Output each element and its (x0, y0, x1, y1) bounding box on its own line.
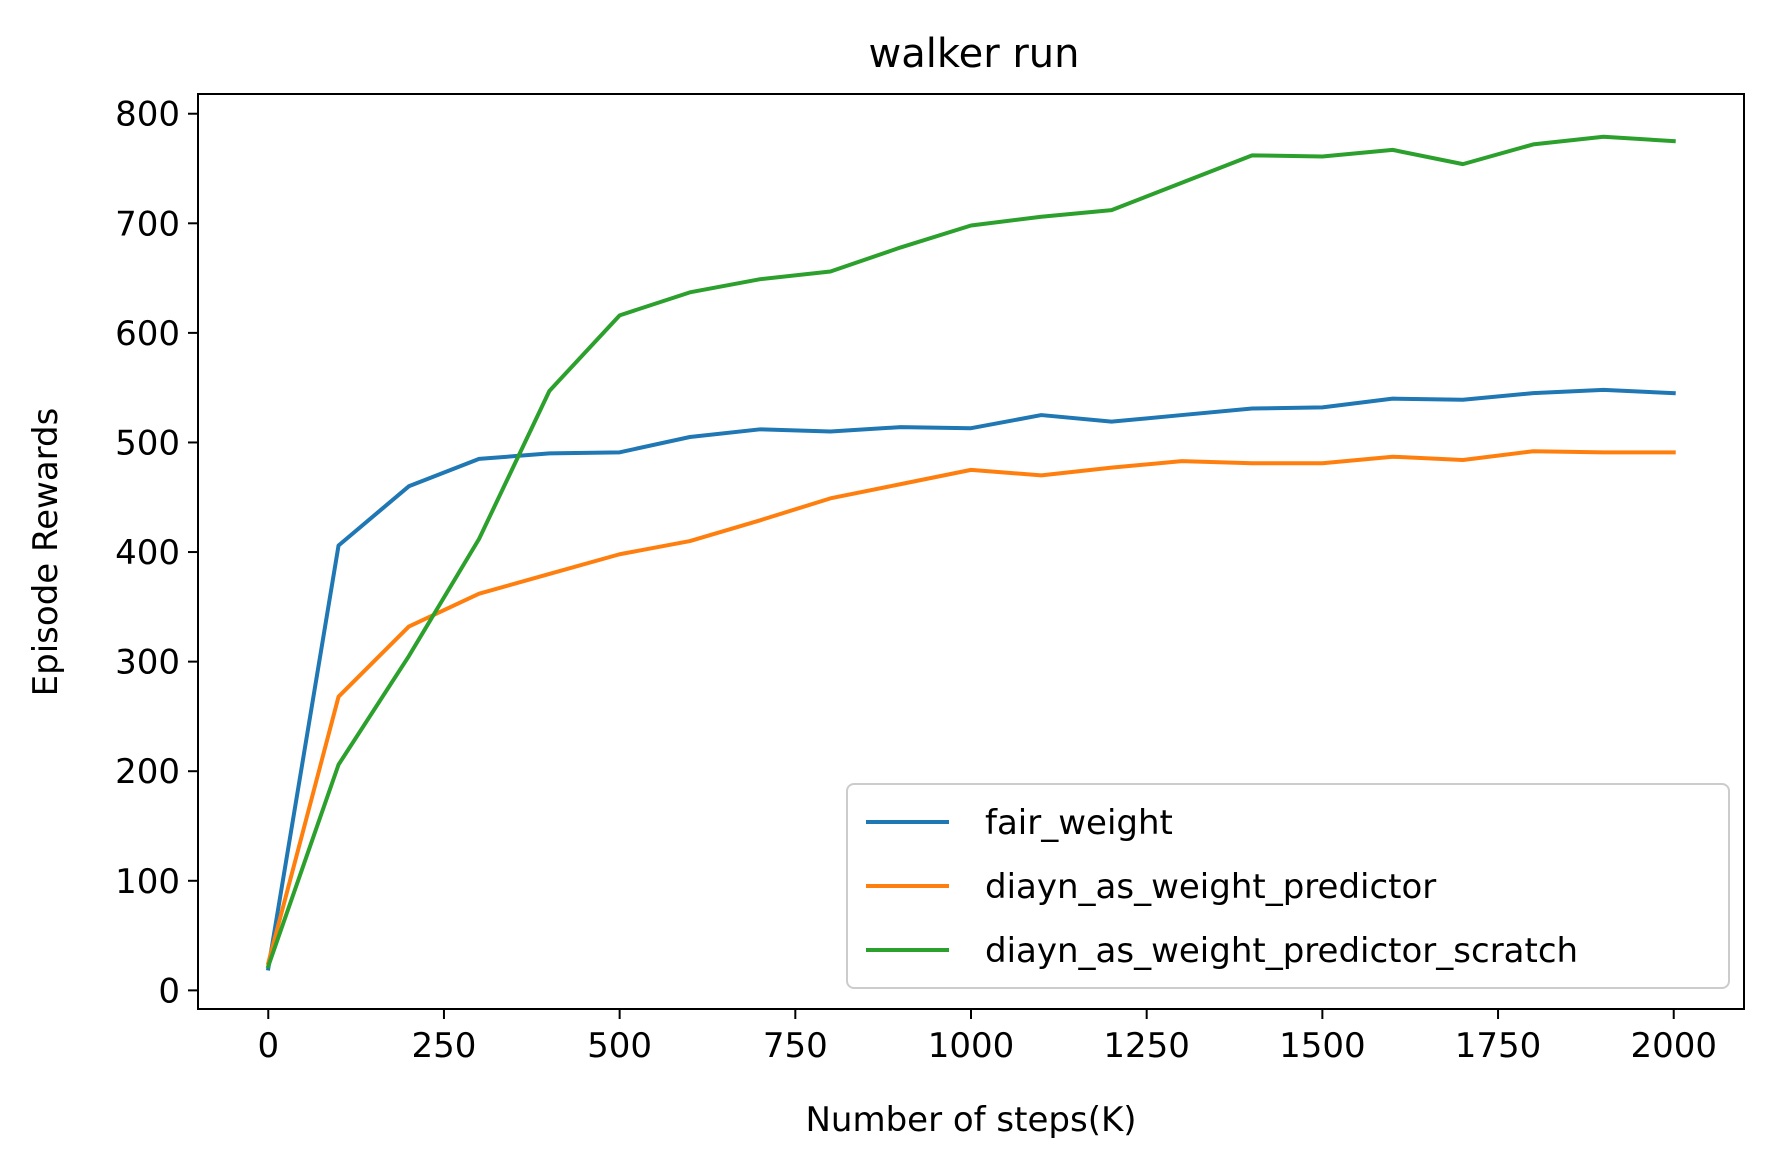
legend-label-diayn-as-weight-predictor-scratch: diayn_as_weight_predictor_scratch (985, 931, 1578, 971)
series-line-diayn-as-weight-predictor-scratch (265, 134, 1676, 969)
x-axis-label: Number of steps(K) (805, 1100, 1136, 1140)
x-tick-label: 0 (257, 1026, 279, 1066)
y-tick-label: 300 (115, 643, 180, 683)
series-line-diayn-as-weight-predictor (265, 449, 1676, 966)
y-axis-label: Episode Rewards (26, 408, 66, 697)
y-tick-label: 0 (158, 971, 180, 1011)
x-tick-label: 1000 (928, 1026, 1015, 1066)
x-axis-ticks: 0 250 500 750 1000 1250 1500 1750 2000 (257, 1009, 1717, 1066)
legend-entries: fair_weight diayn_as_weight_predictordiay… (866, 803, 1578, 971)
x-tick-label: 750 (763, 1026, 828, 1066)
legend-frame (846, 783, 1730, 989)
y-tick-label: 700 (115, 204, 180, 244)
series-line-fair-weight (265, 387, 1676, 971)
x-tick-label: 1750 (1455, 1026, 1542, 1066)
chart-title: walker run (869, 31, 1080, 77)
x-tick-label: 500 (587, 1026, 652, 1066)
x-tick-label: 1500 (1279, 1026, 1366, 1066)
legend-label-diayn-as-weight-predictor: diayn_as_weight_predictor (985, 867, 1436, 907)
y-tick-label: 600 (115, 314, 180, 354)
y-tick-label: 500 (115, 423, 180, 463)
x-tick-label: 250 (412, 1026, 477, 1066)
y-tick-label: 100 (115, 862, 180, 902)
y-tick-label: 800 (115, 95, 180, 135)
y-tick-label: 200 (115, 752, 180, 792)
series-lines-layer (265, 134, 1676, 971)
x-tick-label: 2000 (1630, 1026, 1717, 1066)
legend-label-fair-weight: fair_weight (985, 803, 1173, 843)
y-axis-ticks: 0 100 200 300 400 500 600 700 800 (115, 95, 198, 1011)
y-tick-label: 400 (115, 533, 180, 573)
x-tick-label: 1250 (1103, 1026, 1190, 1066)
legend: fair_weight diayn_as_weight_predictordiay… (846, 783, 1730, 989)
